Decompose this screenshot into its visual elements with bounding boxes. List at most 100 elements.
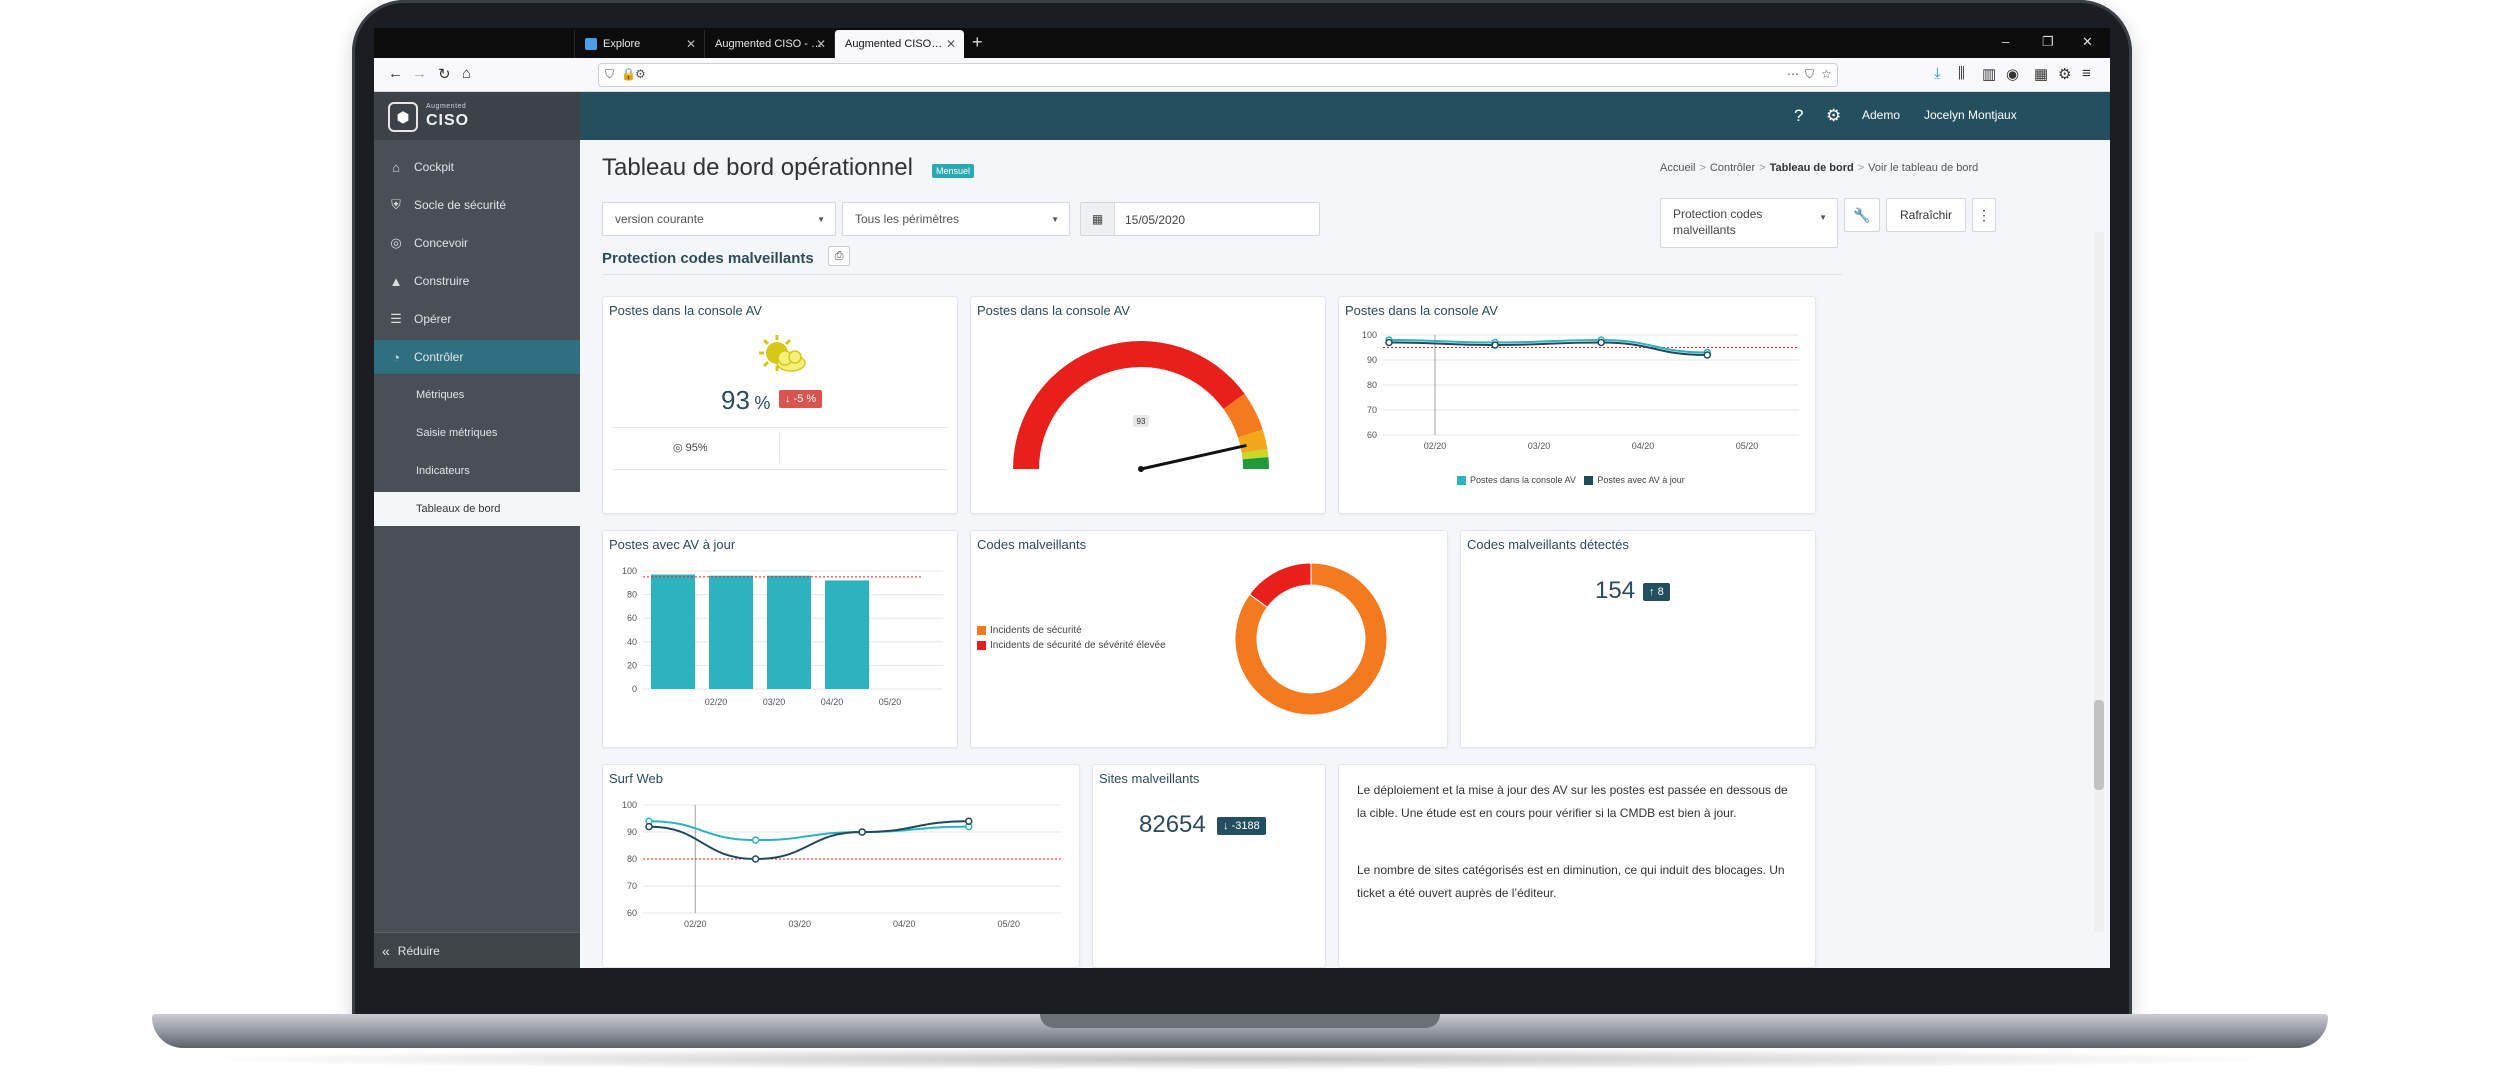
account-icon[interactable]: ◉ (2006, 66, 2020, 83)
y-tick-label: 100 (622, 566, 637, 576)
sidebar-subitem-indicateurs[interactable]: Indicateurs (374, 454, 580, 488)
series-line (648, 820, 969, 861)
x-tick-label: 05/20 (997, 919, 1020, 929)
more-options-button[interactable]: ⋮ (1972, 198, 1996, 232)
x-tick-label: 05/20 (879, 697, 902, 707)
version-select[interactable]: version courante ▼ (602, 202, 836, 236)
close-icon[interactable]: ✕ (945, 37, 956, 51)
card-title: Codes malveillants (977, 537, 1087, 552)
permissions-icon: ⚙ (635, 67, 646, 81)
sidebar-item-concevoir[interactable]: ◎ Concevoir (374, 226, 580, 260)
close-icon[interactable]: ✕ (815, 37, 826, 51)
sidebar-subitem-label: Métriques (416, 389, 465, 401)
delta-badge: ↓ -5 % (779, 390, 823, 408)
gauge-needle (1140, 443, 1247, 471)
gauge-icon: ◔ (392, 349, 400, 365)
calendar-icon[interactable]: ▦ (1081, 203, 1115, 235)
configure-button[interactable]: 🔧 (1844, 198, 1880, 232)
url-bar[interactable]: ⛉ 🔒 ⚙ ⋯ ⛉ ☆ (598, 63, 1838, 87)
date-field[interactable]: ▦ 15/05/2020 (1080, 202, 1320, 236)
bar (709, 575, 753, 689)
sidebar-item-cockpit[interactable]: ⌂ Cockpit (374, 150, 580, 184)
sidebar-item-label: Opérer (414, 312, 452, 326)
page-title: Tableau de bord opérationnel (602, 154, 913, 181)
x-tick-label: 04/20 (893, 919, 916, 929)
scrollbar-thumb[interactable] (2094, 700, 2104, 790)
delta-value: -5 % (793, 393, 817, 405)
card-av-bar: Postes avec AV à jour 100 80 60 40 20 0 02/20 0… (602, 530, 958, 748)
card-sites: Sites malveillants 82654 ↓ -3188 (1092, 764, 1326, 968)
close-icon[interactable]: ✕ (685, 37, 696, 51)
sidebar-subitem-label: Tableaux de bord (416, 503, 501, 515)
user-name[interactable]: Jocelyn Montjaux (1924, 108, 2017, 122)
breadcrumb-item[interactable]: Tableau de bord (1769, 162, 1854, 174)
org-name[interactable]: Ademo (1862, 108, 1901, 122)
card-title: Postes dans la console AV (1345, 303, 1498, 318)
sidebar-item-operer[interactable]: ☰ Opérer (374, 302, 580, 336)
menu-icon[interactable]: ≡ (2082, 65, 2091, 82)
scrollbar-track[interactable] (2094, 232, 2104, 932)
x-tick-label: 05/20 (1736, 441, 1759, 451)
card-comment: Le déploiement et la mise à jour des AV … (1338, 764, 1816, 968)
maximize-icon[interactable]: ❐ (2042, 34, 2054, 49)
tab-dashboards[interactable]: Augmented CISO - Dashboards ✕ (704, 30, 834, 58)
bar (651, 574, 695, 689)
help-icon[interactable]: ? (1794, 106, 1804, 125)
brand[interactable]: ⬢ Augmented CISO (374, 92, 580, 140)
print-button[interactable]: ⎙ (828, 246, 850, 266)
back-icon[interactable]: ← (388, 65, 403, 82)
kpi-value: 154 (1595, 577, 1636, 604)
home-browser-icon[interactable]: ⌂ (462, 65, 472, 82)
perimeter-select[interactable]: Tous les périmètres ▼ (842, 202, 1070, 236)
more-icon[interactable]: ⋯ (1787, 67, 1799, 81)
data-point (1703, 351, 1711, 359)
tab-dashboard-view[interactable]: Augmented CISO - Dashboard view ✕ (834, 30, 964, 58)
y-tick-label: 100 (1362, 330, 1377, 340)
dashboard-select[interactable]: Protection codes malveillants ▼ (1660, 198, 1838, 248)
card-title: Postes dans la console AV (977, 303, 1130, 318)
delta-badge: ↓ -3188 (1217, 817, 1266, 835)
line-chart: 100 90 80 70 60 02/20 03/20 04/20 05/20 (622, 800, 1061, 929)
version-value: version courante (615, 212, 704, 226)
sidebar-subitem-metriques[interactable]: Métriques (374, 378, 580, 412)
kpi-value-row: 93 % (721, 385, 770, 416)
screen: Explore ✕ Augmented CISO - Dashboards ✕ … (374, 28, 2110, 968)
breadcrumb-item[interactable]: Contrôler (1709, 162, 1756, 174)
collapse-sidebar-button[interactable]: « Réduire (374, 932, 580, 968)
delta-badge: ↑ 8 (1643, 583, 1670, 601)
data-point (1385, 338, 1393, 347)
download-icon[interactable]: ⤓ (1934, 65, 1941, 82)
library-icon[interactable]: ⫼ (1958, 65, 1965, 82)
new-tab-button[interactable]: + (972, 32, 983, 52)
sidebar-subitem-saisie[interactable]: Saisie métriques (374, 416, 580, 450)
refresh-button[interactable]: Rafraîchir (1886, 198, 1966, 232)
sidebar-item-construire[interactable]: ▲ Construire (374, 264, 580, 298)
legend-swatch (1457, 476, 1466, 486)
extensions-icon[interactable]: ▦ (2034, 66, 2049, 83)
chevron-down-icon: ▼ (1819, 213, 1827, 222)
printer-icon: ⎙ (834, 249, 844, 262)
bookmark-star-icon[interactable]: ☆ (1821, 67, 1832, 81)
target-row: ◎ 95% (673, 441, 708, 454)
breadcrumb-item[interactable]: Accueil (1660, 162, 1696, 174)
close-window-icon[interactable]: ✕ (2082, 34, 2093, 49)
card-title: Codes malveillants détectés (1467, 537, 1629, 552)
bar (825, 580, 869, 689)
sidebar-item-label: Concevoir (414, 236, 469, 250)
minimize-icon[interactable]: – (2002, 34, 2010, 49)
tab-explore[interactable]: Explore ✕ (574, 30, 704, 58)
reload-icon[interactable]: ↻ (438, 66, 451, 83)
sidebar-item-controler[interactable]: ◔ Contrôler (374, 340, 580, 374)
sidebar-item-socle[interactable]: ⛨ Socle de sécurité (374, 188, 580, 222)
gear-icon[interactable]: ⚙ (1826, 106, 1842, 125)
sidebar-toggle-icon[interactable]: ▥ (1982, 66, 1997, 83)
forward-icon[interactable]: → (412, 65, 427, 82)
gauge-band (1223, 393, 1263, 438)
period-badge: Mensuel (932, 164, 975, 178)
delta-value: -3188 (1231, 820, 1260, 832)
data-point (751, 855, 760, 863)
settings-browser-icon[interactable]: ⚙ (2058, 66, 2072, 83)
sidebar-subitem-tableaux[interactable]: Tableaux de bord (374, 492, 580, 526)
weather-sun-cloud-icon (759, 335, 806, 372)
pocket-icon[interactable]: ⛉ (1805, 67, 1815, 81)
